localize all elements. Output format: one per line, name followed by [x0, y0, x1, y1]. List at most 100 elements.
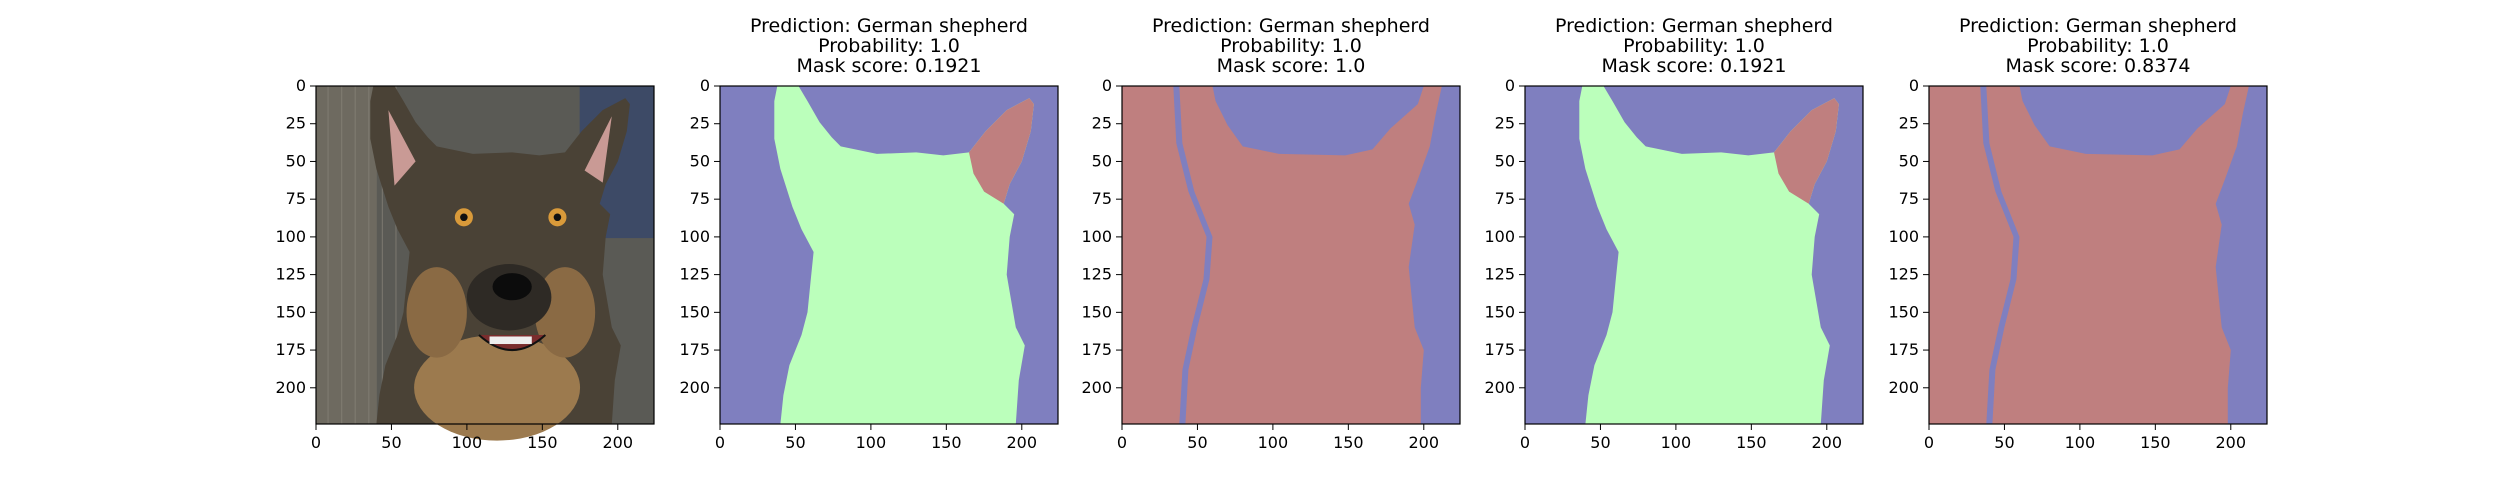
y-tick-label: 0: [296, 76, 306, 95]
subplot-title-line: Prediction: German shepherd: [1555, 15, 1833, 37]
y-tick-label: 125: [1485, 265, 1515, 284]
y-tick-label: 0: [1102, 76, 1112, 95]
x-tick-label: 200: [1007, 433, 1038, 452]
x-tick-label: 50: [381, 433, 401, 452]
segmentation-mask-image: [1929, 86, 2267, 424]
y-tick-label: 75: [1899, 189, 1919, 208]
subplot-title-line: Probability: 1.0: [1623, 35, 1765, 57]
subplot-title: Prediction: German shepherd Probability: …: [1929, 16, 2267, 76]
y-tick-label: 175: [276, 340, 306, 359]
y-tick-label: 75: [690, 189, 710, 208]
y-tick-label: 150: [1889, 302, 1919, 321]
subplot-title-line: Probability: 1.0: [1220, 35, 1362, 57]
x-tick-label: 100: [452, 433, 483, 452]
x-tick-label: 100: [1258, 433, 1289, 452]
y-tick-label: 25: [1495, 114, 1515, 133]
axes-frame: [1524, 85, 1864, 425]
y-tick-label: 100: [1889, 227, 1919, 246]
x-tick-label: 50: [785, 433, 805, 452]
axes-frame: [315, 85, 655, 425]
mask-axes: 0 50 100 150 200 0 25 50 75 100 125 150 175 200: [1889, 76, 2268, 452]
y-tick-label: 100: [1082, 227, 1112, 246]
subplot-panel: Prediction: German shepherd Probability: …: [1082, 0, 1502, 500]
segmentation-mask-image: [1525, 86, 1863, 424]
y-tick-label: 200: [276, 378, 306, 397]
subplot-panel: 0 50 100 150 200 0 25 50 75 100 125 150 175 200: [276, 0, 696, 500]
y-tick-label: 100: [680, 227, 710, 246]
x-tick-label: 150: [2140, 433, 2171, 452]
subplot-title-line: Mask score: 1.0: [1216, 55, 1366, 77]
y-tick-label: 75: [286, 189, 306, 208]
x-tick-label: 0: [1117, 433, 1127, 452]
y-tick-label: 175: [1889, 340, 1919, 359]
subplot-panel: Prediction: German shepherd Probability: …: [1485, 0, 1905, 500]
y-tick-label: 200: [1485, 378, 1515, 397]
y-tick-label: 125: [680, 265, 710, 284]
axes-frame: [1928, 85, 2268, 425]
subplot-title-line: Prediction: German shepherd: [1152, 15, 1430, 37]
x-tick-label: 100: [2065, 433, 2096, 452]
y-tick-label: 50: [1092, 151, 1112, 170]
y-tick-label: 125: [1082, 265, 1112, 284]
subplot-title-line: Probability: 1.0: [818, 35, 960, 57]
x-tick-label: 100: [856, 433, 887, 452]
y-tick-label: 25: [286, 114, 306, 133]
x-tick-label: 0: [1924, 433, 1934, 452]
subplot-title-line: Mask score: 0.1921: [1601, 55, 1787, 77]
y-tick-label: 150: [276, 302, 306, 321]
subplot-title-line: Prediction: German shepherd: [1959, 15, 2237, 37]
x-tick-label: 200: [1409, 433, 1440, 452]
y-tick-label: 0: [1505, 76, 1515, 95]
y-tick-label: 200: [1082, 378, 1112, 397]
segmentation-mask-image: [1122, 86, 1460, 424]
x-tick-label: 150: [931, 433, 962, 452]
y-tick-label: 50: [286, 151, 306, 170]
x-tick-label: 150: [1333, 433, 1364, 452]
y-tick-label: 50: [690, 151, 710, 170]
y-tick-label: 25: [690, 114, 710, 133]
x-tick-label: 150: [1736, 433, 1767, 452]
subplot-title: Prediction: German shepherd Probability: …: [1122, 16, 1460, 76]
y-tick-label: 175: [1082, 340, 1112, 359]
y-tick-label: 150: [1082, 302, 1112, 321]
y-tick-label: 0: [700, 76, 710, 95]
x-tick-label: 50: [1590, 433, 1610, 452]
y-tick-label: 75: [1495, 189, 1515, 208]
subplot-title-line: Mask score: 0.1921: [796, 55, 982, 77]
y-tick-label: 25: [1899, 114, 1919, 133]
y-tick-label: 50: [1495, 151, 1515, 170]
x-tick-label: 200: [603, 433, 634, 452]
mask-axes: 0 50 100 150 200 0 25 50 75 100 125 150 175 200: [1485, 76, 1864, 452]
x-tick-label: 200: [2216, 433, 2247, 452]
subplot-title: Prediction: German shepherd Probability: …: [720, 16, 1058, 76]
photo-axes: 0 50 100 150 200 0 25 50 75 100 125 150 175 200: [276, 76, 655, 452]
x-tick-label: 0: [715, 433, 725, 452]
dog-photo-image: [316, 86, 654, 441]
subplot-panel: Prediction: German shepherd Probability: …: [1889, 0, 2309, 500]
x-tick-label: 0: [311, 433, 321, 452]
y-tick-label: 150: [1485, 302, 1515, 321]
mask-axes: 0 50 100 150 200 0 25 50 75 100 125 150 175 200: [1082, 76, 1461, 452]
subplot-title: Prediction: German shepherd Probability: …: [1525, 16, 1863, 76]
subplot-title-line: Prediction: German shepherd: [750, 15, 1028, 37]
y-tick-label: 50: [1899, 151, 1919, 170]
subplot-title-line: Mask score: 0.8374: [2005, 55, 2191, 77]
y-tick-label: 75: [1092, 189, 1112, 208]
subplot-panel: Prediction: German shepherd Probability: …: [680, 0, 1100, 500]
y-tick-label: 100: [276, 227, 306, 246]
y-tick-label: 125: [276, 265, 306, 284]
x-tick-label: 100: [1661, 433, 1692, 452]
x-tick-label: 200: [1812, 433, 1843, 452]
x-tick-label: 50: [1994, 433, 2014, 452]
axes-frame: [719, 85, 1059, 425]
x-tick-label: 0: [1520, 433, 1530, 452]
x-tick-label: 150: [527, 433, 558, 452]
y-tick-label: 200: [680, 378, 710, 397]
subplot-title-line: Probability: 1.0: [2027, 35, 2169, 57]
y-tick-label: 125: [1889, 265, 1919, 284]
x-tick-label: 50: [1187, 433, 1207, 452]
y-tick-label: 150: [680, 302, 710, 321]
axes-frame: [1121, 85, 1461, 425]
y-tick-label: 100: [1485, 227, 1515, 246]
y-tick-label: 25: [1092, 114, 1112, 133]
